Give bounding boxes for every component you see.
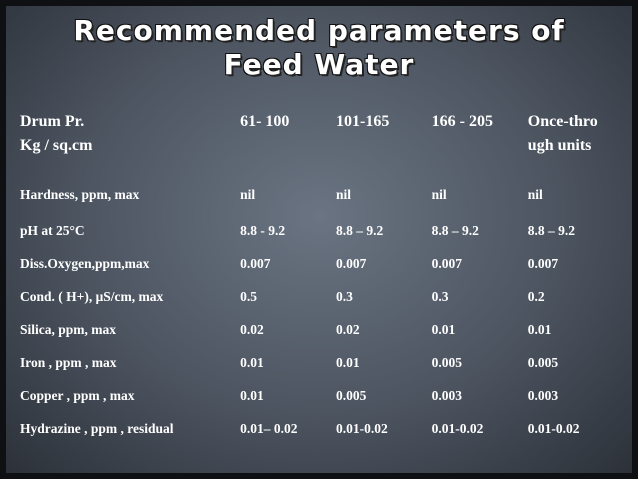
value-cell: 8.8 - 9.2 bbox=[240, 223, 286, 238]
header-col-3: 166 - 205 bbox=[431, 113, 493, 130]
parameters-table: Drum Pr. Kg / sq.cm 61- 100 101-165 166 … bbox=[20, 110, 632, 445]
parameter-cell: Hydrazine , ppm , residual bbox=[20, 421, 174, 436]
value-cell: 0.01-0.02 bbox=[431, 421, 484, 436]
header-drum-pressure-line1: Drum Pr. bbox=[20, 113, 85, 130]
table-row: Iron , ppm , max 0.01 0.01 0.005 0.005 bbox=[20, 346, 632, 379]
table-row: pH at 25°C 8.8 - 9.2 8.8 – 9.2 8.8 – 9.2 8.8… bbox=[20, 214, 632, 247]
value-cell: 0.003 bbox=[527, 388, 559, 403]
parameter-cell: Silica, ppm, max bbox=[20, 322, 117, 337]
value-cell: 0.5 bbox=[240, 289, 257, 304]
table-body: Hardness, ppm, max nil nil nil nil pH at 25°C… bbox=[20, 172, 632, 445]
value-cell: 0.01-0.02 bbox=[527, 421, 580, 436]
header-col-4-line1: Once-thro bbox=[527, 113, 598, 130]
value-cell: 0.2 bbox=[527, 289, 545, 304]
value-cell: nil bbox=[527, 187, 543, 202]
parameter-cell: Diss.Oxygen,ppm,max bbox=[20, 256, 150, 271]
table-header-row: Drum Pr. Kg / sq.cm 61- 100 101-165 166 … bbox=[20, 110, 632, 172]
table-row: Diss.Oxygen,ppm,max 0.007 0.007 0.007 0.007 bbox=[20, 247, 632, 280]
header-drum-pressure: Drum Pr. Kg / sq.cm bbox=[20, 110, 240, 172]
value-cell: 0.003 bbox=[431, 388, 463, 403]
slide-title: Recommended parameters of Feed Water bbox=[6, 14, 632, 82]
header-col-1: 61- 100 bbox=[240, 113, 290, 130]
value-cell: 0.005 bbox=[527, 355, 559, 370]
value-cell: 0.007 bbox=[527, 256, 559, 271]
header-drum-pressure-line2: Kg / sq.cm bbox=[20, 137, 93, 154]
header-col-4-line2: ugh units bbox=[527, 137, 592, 154]
title-line-1: Recommended parameters of bbox=[73, 14, 565, 47]
value-cell: 0.02 bbox=[336, 322, 360, 337]
value-cell: 0.007 bbox=[240, 256, 271, 271]
value-cell: 0.01 bbox=[240, 355, 264, 370]
value-cell: nil bbox=[336, 187, 352, 202]
table-row: Copper , ppm , max 0.01 0.005 0.003 0.003 bbox=[20, 379, 632, 412]
value-cell: 0.02 bbox=[240, 322, 264, 337]
table-row: Hydrazine , ppm , residual 0.01– 0.02 0.01… bbox=[20, 412, 632, 445]
value-cell: 0.01– 0.02 bbox=[240, 421, 298, 436]
value-cell: 0.3 bbox=[336, 289, 353, 304]
value-cell: 8.8 – 9.2 bbox=[527, 223, 576, 238]
table-row: Cond. ( H+), μS/cm, max 0.5 0.3 0.3 0.2 bbox=[20, 280, 632, 313]
value-cell: 0.01 bbox=[240, 388, 264, 403]
value-cell: 8.8 – 9.2 bbox=[431, 223, 479, 238]
value-cell: nil bbox=[240, 187, 256, 202]
parameter-cell: Cond. ( H+), μS/cm, max bbox=[20, 289, 164, 304]
value-cell: 0.3 bbox=[431, 289, 449, 304]
header-col-2: 101-165 bbox=[336, 113, 390, 130]
value-cell: 0.01-0.02 bbox=[336, 421, 388, 436]
value-cell: 0.005 bbox=[431, 355, 463, 370]
parameter-cell: Iron , ppm , max bbox=[20, 355, 117, 370]
table-row: Silica, ppm, max 0.02 0.02 0.01 0.01 bbox=[20, 313, 632, 346]
parameter-cell: pH at 25°C bbox=[20, 223, 85, 238]
header-col-4: Once-thro ugh units bbox=[528, 110, 632, 172]
value-cell: nil bbox=[431, 187, 447, 202]
parameter-cell: Copper , ppm , max bbox=[20, 388, 135, 403]
table-row: Hardness, ppm, max nil nil nil nil bbox=[20, 172, 632, 214]
value-cell: 0.01 bbox=[336, 355, 360, 370]
value-cell: 0.01 bbox=[527, 322, 552, 337]
value-cell: 0.01 bbox=[431, 322, 456, 337]
value-cell: 8.8 – 9.2 bbox=[336, 223, 384, 238]
value-cell: 0.005 bbox=[336, 388, 367, 403]
value-cell: 0.007 bbox=[336, 256, 367, 271]
value-cell: 0.007 bbox=[431, 256, 463, 271]
title-line-2: Feed Water bbox=[223, 48, 415, 81]
parameter-cell: Hardness, ppm, max bbox=[20, 187, 140, 202]
